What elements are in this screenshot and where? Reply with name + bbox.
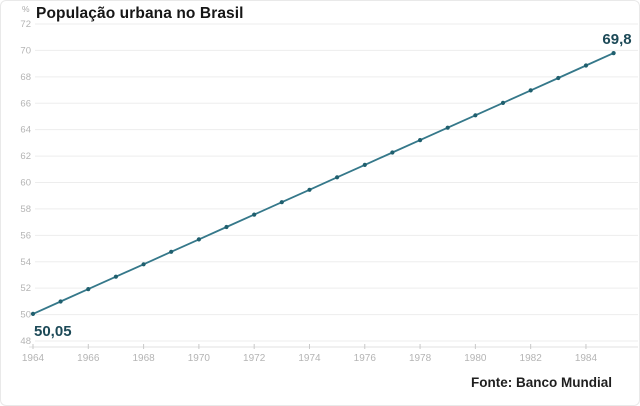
y-tick-label: 56: [20, 230, 31, 241]
data-point: [528, 88, 533, 93]
x-tick-label: 1976: [354, 353, 377, 364]
data-point: [611, 51, 616, 56]
data-point: [307, 187, 312, 192]
data-point: [390, 150, 395, 155]
data-point: [362, 162, 367, 167]
data-point: [224, 224, 229, 230]
y-tick-label: 68: [20, 72, 31, 83]
data-point: [335, 175, 340, 180]
y-tick-label: 72: [20, 19, 31, 30]
x-tick-label: 1968: [132, 353, 155, 364]
data-point: [583, 63, 589, 68]
y-tick-label: 54: [20, 257, 31, 268]
data-point: [113, 274, 118, 279]
data-point: [279, 200, 284, 205]
data-point: [556, 75, 561, 81]
data-point: [252, 212, 257, 217]
data-point: [445, 125, 450, 130]
data-point: [500, 100, 506, 105]
point-value-label: 69,8: [602, 31, 631, 48]
y-tick-label: 52: [20, 283, 31, 294]
x-tick-label: 1980: [464, 353, 487, 364]
data-line: [32, 52, 615, 315]
data-point: [58, 299, 63, 304]
y-tick-label: 48: [20, 336, 31, 347]
page-title: População urbana no Brasil: [36, 5, 244, 22]
y-tick-label: 64: [20, 125, 31, 136]
point-value-label: 50,05: [34, 323, 72, 340]
data-point: [196, 237, 201, 242]
data-point: [169, 249, 174, 254]
x-tick-label: 1970: [188, 353, 211, 364]
y-tick-label: 60: [20, 178, 31, 189]
x-tick-label: 1964: [22, 353, 45, 364]
y-tick-label: 66: [20, 98, 31, 109]
y-tick-label: 58: [20, 204, 31, 215]
y-tick-label: 70: [20, 45, 31, 56]
x-tick-label: 1966: [77, 353, 100, 364]
x-tick-label: 1974: [298, 353, 321, 364]
source-caption: Fonte: Banco Mundial: [471, 375, 612, 390]
x-tick-label: 1984: [575, 353, 598, 364]
x-tick-label: 1982: [520, 353, 543, 364]
x-tick-label: 1972: [243, 353, 266, 364]
data-point: [30, 311, 36, 316]
data-point: [141, 262, 146, 267]
data-point: [418, 138, 423, 143]
data-point: [86, 287, 91, 292]
x-tick-label: 1978: [409, 353, 432, 364]
y-tick-label: 50: [20, 310, 31, 321]
y-axis-unit-label: %: [22, 4, 30, 14]
data-point: [473, 113, 478, 118]
y-tick-label: 62: [20, 151, 31, 162]
